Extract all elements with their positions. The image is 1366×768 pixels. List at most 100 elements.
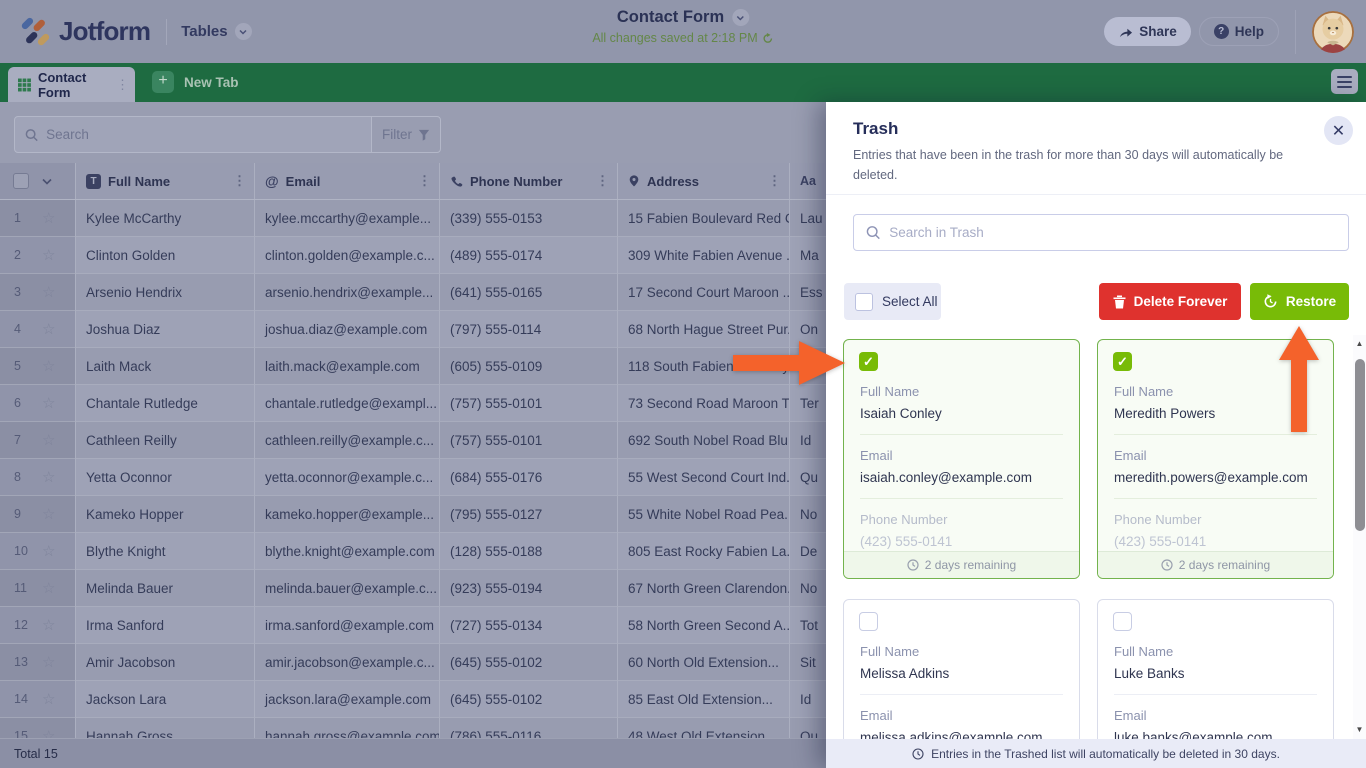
cell-full-name[interactable]: Laith Mack [75,348,254,385]
cell-extra[interactable]: Ess [789,274,826,311]
cell-phone[interactable]: (641) 555-0165 [439,274,617,311]
star-icon[interactable]: ☆ [42,728,56,740]
cell-address[interactable]: 67 North Green Clarendon... [617,570,789,607]
title-chevron-down-icon[interactable] [732,9,750,26]
column-menu-icon[interactable]: ⋮ [768,173,781,188]
cell-extra[interactable]: Sit [789,644,826,681]
scroll-up-icon[interactable]: ▲ [1355,339,1364,348]
cell-phone[interactable]: (489) 555-0174 [439,237,617,274]
cell-extra[interactable]: Qu [789,459,826,496]
select-all-rows-checkbox[interactable] [13,173,29,189]
cell-email[interactable]: clinton.golden@example.c... [254,237,439,274]
cell-full-name[interactable]: Kylee McCarthy [75,200,254,237]
star-icon[interactable]: ☆ [42,247,56,264]
cell-full-name[interactable]: Yetta Oconnor [75,459,254,496]
card-checkbox-unchecked[interactable] [1113,612,1132,631]
cell-address[interactable]: 692 South Nobel Road Blu... [617,422,789,459]
panel-scrollbar[interactable]: ▲ ▼ [1353,335,1366,739]
column-header-email[interactable]: @ Email ⋮ [254,163,439,199]
star-icon[interactable]: ☆ [42,654,56,671]
star-icon[interactable]: ☆ [42,469,56,486]
cell-full-name[interactable]: Chantale Rutledge [75,385,254,422]
table-search[interactable] [14,116,372,153]
cell-phone[interactable]: (645) 555-0102 [439,644,617,681]
search-input[interactable] [46,127,361,142]
cell-extra[interactable]: Ter [789,385,826,422]
cell-full-name[interactable]: Blythe Knight [75,533,254,570]
column-header-address[interactable]: Address ⋮ [617,163,789,199]
cell-full-name[interactable]: Kameko Hopper [75,496,254,533]
filter-button[interactable]: Filter [371,116,441,153]
cell-full-name[interactable]: Irma Sanford [75,607,254,644]
cell-full-name[interactable]: Hannah Gross [75,718,254,740]
cell-email[interactable]: hannah.gross@example.com [254,718,439,740]
close-icon[interactable]: ✕ [1324,116,1353,145]
new-tab-button[interactable]: + New Tab [152,71,239,93]
cell-email[interactable]: irma.sanford@example.com [254,607,439,644]
trash-card-isaiah-conley[interactable]: ✓ Full Name Isaiah Conley Email isaiah.c… [843,339,1080,579]
star-icon[interactable]: ☆ [42,210,56,227]
cell-address[interactable]: 55 West Second Court Ind... [617,459,789,496]
jotform-logo[interactable]: Jotform [18,15,151,49]
cell-email[interactable]: arsenio.hendrix@example... [254,274,439,311]
cell-extra[interactable]: Id [789,681,826,718]
scrollbar-thumb[interactable] [1354,359,1365,531]
cell-address[interactable]: 55 White Nobel Road Pea... [617,496,789,533]
header-chevron-down-icon[interactable] [42,178,52,185]
star-icon[interactable]: ☆ [42,506,56,523]
cell-email[interactable]: laith.mack@example.com [254,348,439,385]
cell-phone[interactable]: (684) 555-0176 [439,459,617,496]
help-button[interactable]: ? Help [1198,17,1279,46]
cell-extra[interactable]: No [789,570,826,607]
select-all-control[interactable]: Select All [844,283,941,320]
cell-email[interactable]: yetta.oconnor@example.c... [254,459,439,496]
cell-extra[interactable]: Qu [789,718,826,740]
scroll-down-icon[interactable]: ▼ [1355,725,1364,734]
cell-email[interactable]: kylee.mccarthy@example... [254,200,439,237]
cell-address[interactable]: 60 North Old Extension... [617,644,789,681]
cell-address[interactable]: 73 Second Road Maroon T... [617,385,789,422]
cell-phone[interactable]: (128) 555-0188 [439,533,617,570]
star-icon[interactable]: ☆ [42,543,56,560]
star-icon[interactable]: ☆ [42,432,56,449]
cell-email[interactable]: melinda.bauer@example.c... [254,570,439,607]
cell-email[interactable]: cathleen.reilly@example.c... [254,422,439,459]
cell-phone[interactable]: (645) 555-0102 [439,681,617,718]
column-menu-icon[interactable]: ⋮ [418,173,431,188]
cell-email[interactable]: chantale.rutledge@exampl... [254,385,439,422]
cell-full-name[interactable]: Clinton Golden [75,237,254,274]
share-button[interactable]: Share [1104,17,1191,46]
column-menu-icon[interactable]: ⋮ [233,173,246,188]
trash-search[interactable] [853,214,1349,251]
column-header-full-name[interactable]: T Full Name ⋮ [75,163,254,199]
cell-phone[interactable]: (757) 555-0101 [439,385,617,422]
select-all-checkbox[interactable] [855,292,873,311]
card-checkbox-checked[interactable]: ✓ [859,352,878,371]
cell-full-name[interactable]: Joshua Diaz [75,311,254,348]
cell-extra[interactable]: Id [789,422,826,459]
cell-full-name[interactable]: Jackson Lara [75,681,254,718]
cell-full-name[interactable]: Melinda Bauer [75,570,254,607]
star-icon[interactable]: ☆ [42,617,56,634]
cell-full-name[interactable]: Arsenio Hendrix [75,274,254,311]
cell-extra[interactable]: De [789,533,826,570]
card-checkbox-checked[interactable]: ✓ [1113,352,1132,371]
column-header-phone[interactable]: Phone Number ⋮ [439,163,617,199]
cell-extra[interactable]: Lau [789,200,826,237]
tab-contact-form[interactable]: Contact Form ⋮ [8,67,135,102]
delete-forever-button[interactable]: Delete Forever [1099,283,1241,320]
star-icon[interactable]: ☆ [42,395,56,412]
cell-phone[interactable]: (757) 555-0101 [439,422,617,459]
trash-search-input[interactable] [889,225,1336,240]
cell-email[interactable]: blythe.knight@example.com [254,533,439,570]
cell-address[interactable]: 85 East Old Extension... [617,681,789,718]
star-icon[interactable]: ☆ [42,691,56,708]
cell-phone[interactable]: (786) 555-0116 [439,718,617,740]
tab-list-icon[interactable] [1331,69,1358,94]
cell-extra[interactable]: Tot [789,607,826,644]
cell-full-name[interactable]: Amir Jacobson [75,644,254,681]
cell-email[interactable]: joshua.diaz@example.com [254,311,439,348]
cell-email[interactable]: kameko.hopper@example... [254,496,439,533]
cell-address[interactable]: 48 West Old Extension [617,718,789,740]
cell-address[interactable]: 58 North Green Second A... [617,607,789,644]
